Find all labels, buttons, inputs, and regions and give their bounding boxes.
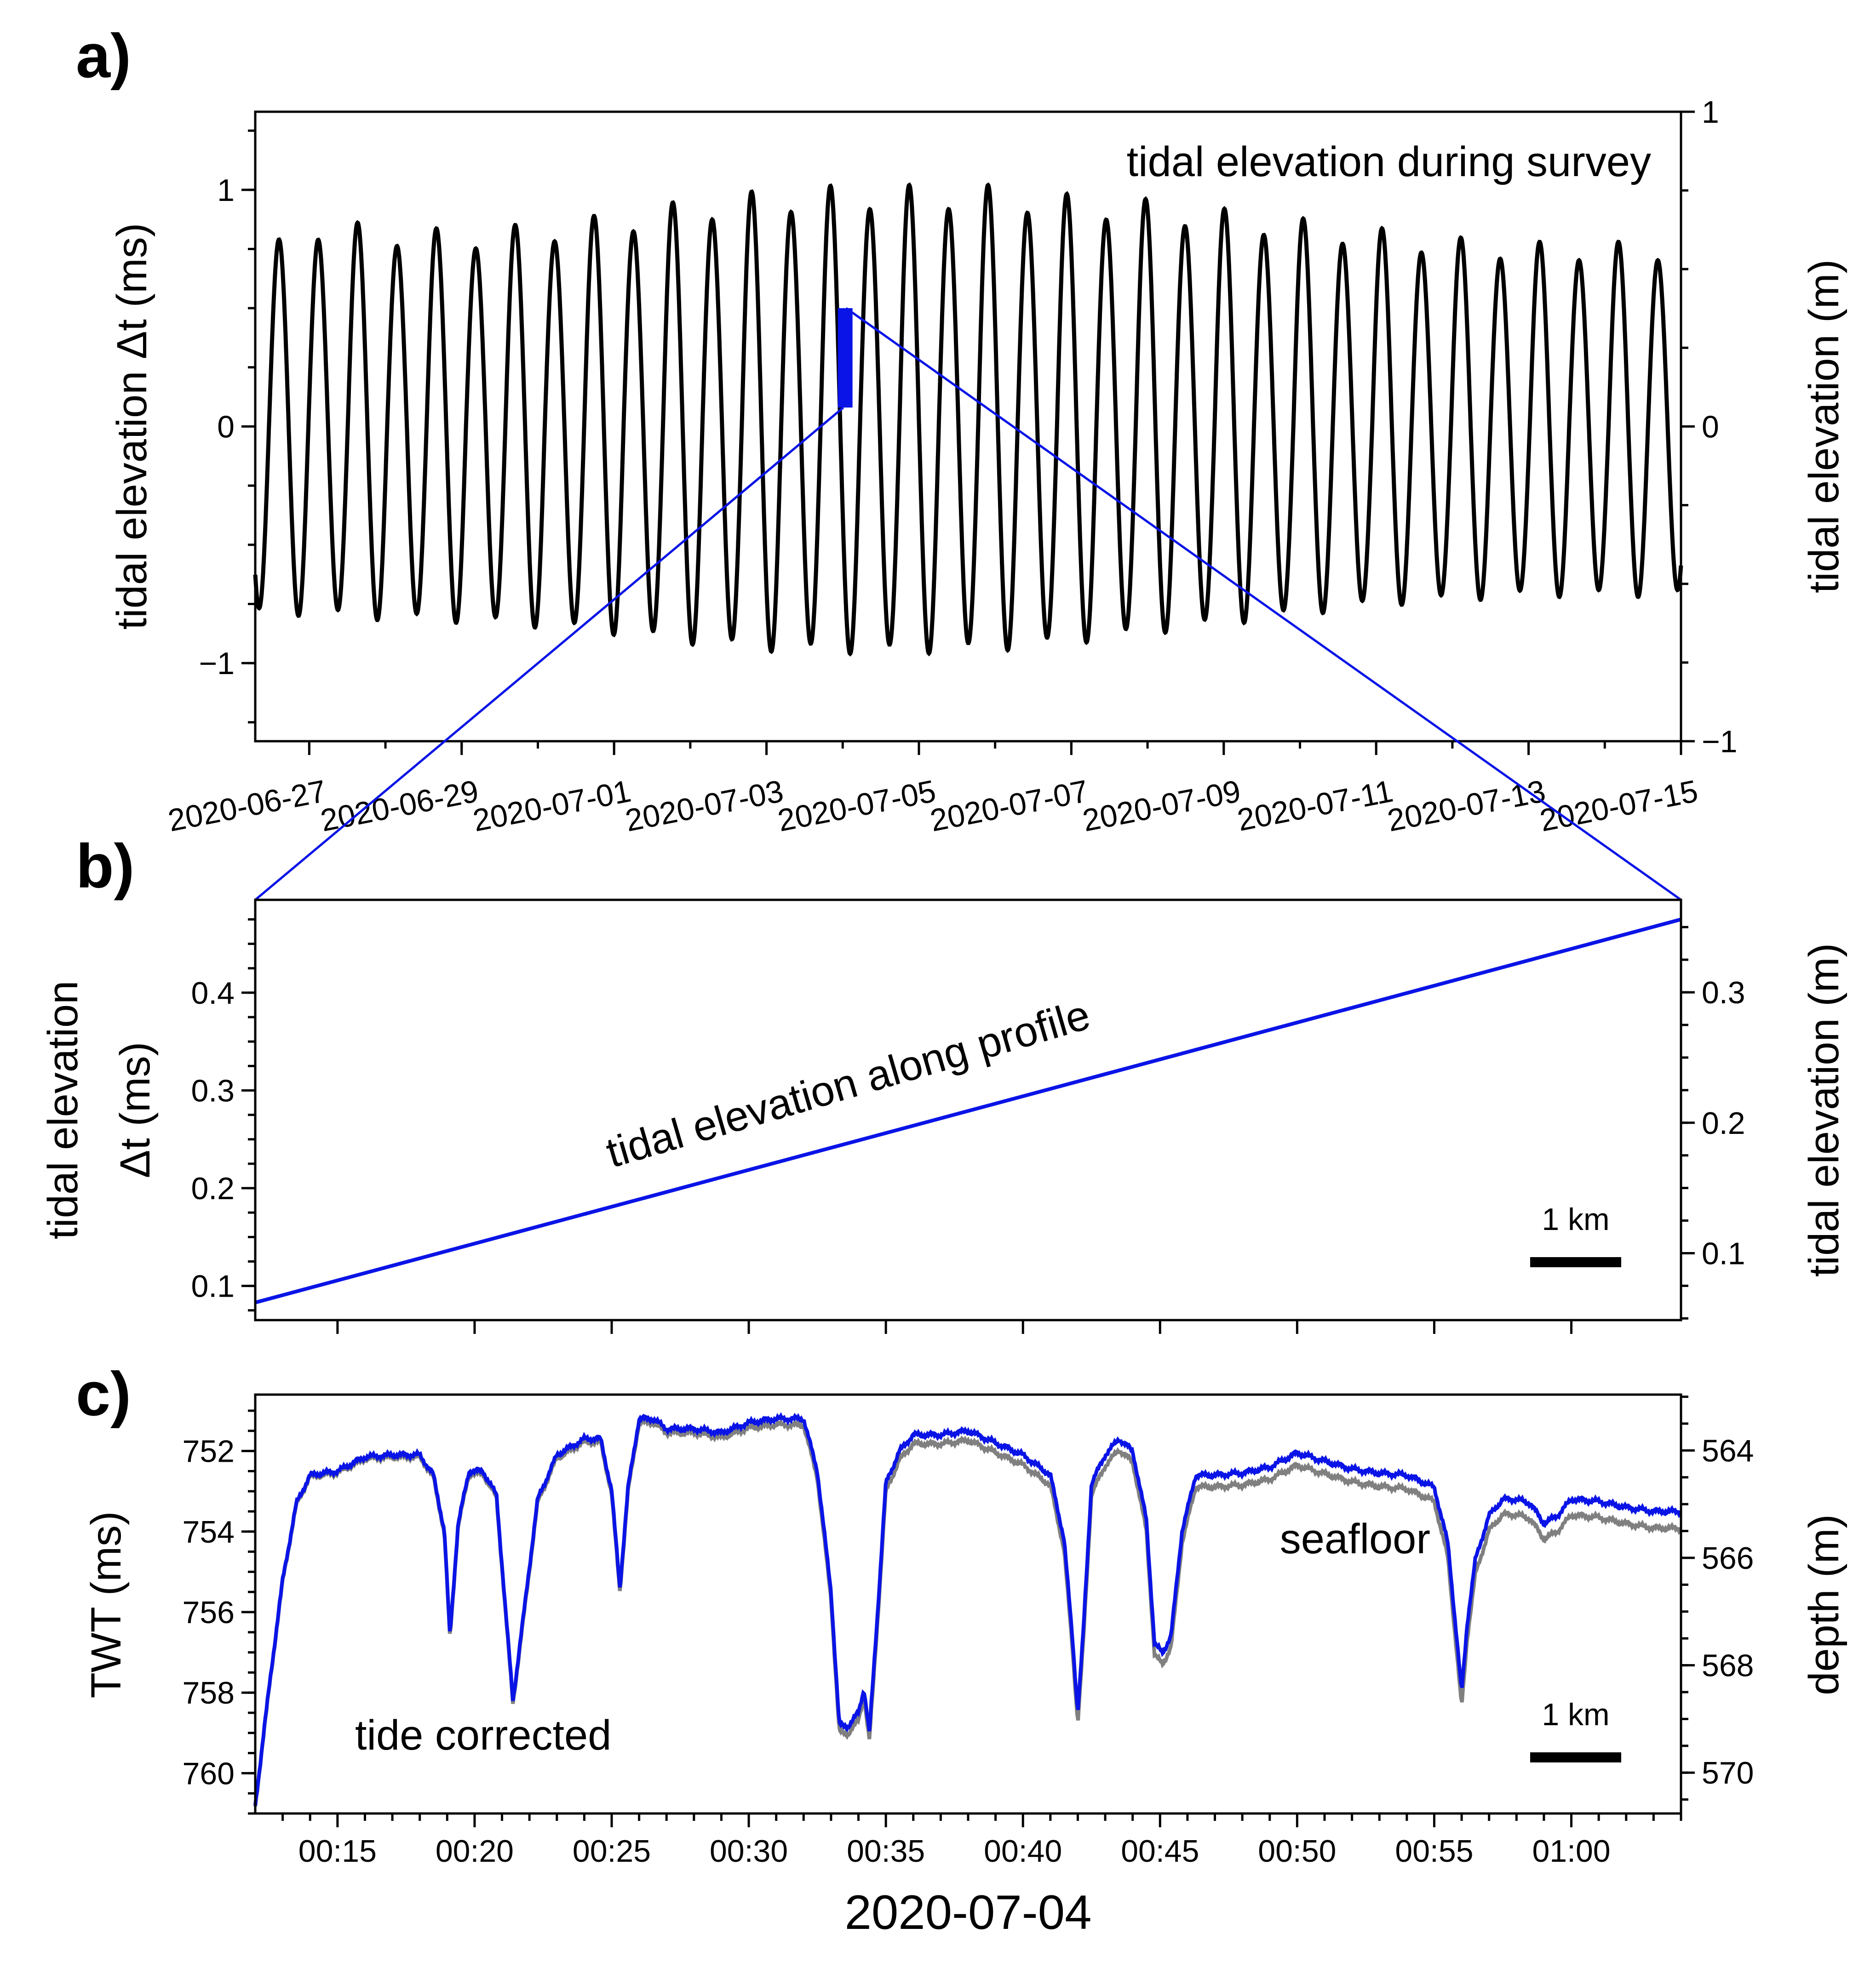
panel-c-scalebar-label: 1 km [1542,1697,1609,1732]
panel-c-xtick-label: 00:50 [1258,1834,1336,1869]
panel-b-ytick-right-label: 0.2 [1702,1106,1745,1141]
panel-c-ticks: 00:15 00:20 00:25 00:30 00:35 00:40 00:45 00:50… [183,1396,1754,1869]
panel-b-ytick-left-label: 0.4 [191,976,235,1011]
panel-b-profile-line [254,917,1682,1304]
panel-c-xtick-label: 00:15 [298,1834,377,1869]
panel-a-xtick-label: 2020-07-07 [927,773,1091,838]
panel-c-ylabel-right: depth (m) [1801,1514,1847,1695]
panel-a-xtick-label: 2020-07-09 [1080,773,1244,838]
panel-c-xtick-label: 00:25 [573,1834,651,1869]
panel-b-ylabel-right: tidal elevation (m) [1801,943,1847,1277]
panel-b-letter: b) [76,831,134,901]
panel-b-ytick-right-label: 0.3 [1702,975,1745,1010]
panel-a-xtick-label: 2020-07-15 [1537,773,1701,838]
panel-a-letter: a) [76,21,131,91]
panel-b-frame [254,898,1682,1321]
panel-a-ticks: 2020-06-272020-06-292020-07-012020-07-03… [165,95,1737,838]
panel-b-scalebar [1530,1257,1621,1267]
panel-c-xtick-label: 00:20 [436,1834,514,1869]
panel-a-xtick-label: 2020-06-27 [165,773,329,838]
panel-c-ytick-left-label: 754 [183,1515,235,1550]
panel-c-ytick-left-label: 758 [183,1676,235,1710]
panel-c-xtick-label: 00:40 [984,1834,1062,1869]
panel-c-xtick-label: 00:35 [847,1834,925,1869]
panel-a-annotation: tidal elevation during survey [1127,138,1651,185]
panel-a-ylabel-left: tidal elevation Δt (ms) [109,223,155,630]
zoom-line-right [845,307,1682,901]
panel-c-ylabel-left: TWT (ms) [83,1511,130,1698]
panel-a-ytick-left-label: −1 [199,646,235,681]
panel-a-xtick-label: 2020-07-05 [775,773,939,838]
panel-c-ytick-right-label: 564 [1702,1433,1754,1468]
panel-c-ytick-right-label: 566 [1702,1541,1754,1576]
panel-c-corrected-label: tide corrected [355,1712,611,1759]
panel-a-xtick-label: 2020-07-03 [622,773,786,838]
panel-a-ylabel-right: tidal elevation (m) [1801,259,1847,593]
panel-c-scalebar [1530,1752,1621,1762]
panel-c-xtick-label: 00:55 [1395,1834,1473,1869]
survey-highlight [838,308,853,408]
panel-c-ytick-left-label: 752 [183,1434,235,1469]
panel-c-xtick-label: 00:45 [1121,1834,1199,1869]
panel-c-xtick-label: 00:30 [710,1834,788,1869]
panel-a-ytick-right-label: −1 [1702,724,1738,759]
panel-c-frame [254,1393,1682,1815]
panel-c-xtick-label: 01:00 [1532,1834,1610,1869]
profile-tide-line [254,917,1682,1304]
panel-c-xlabel: 2020-07-04 [844,1886,1091,1939]
zoom-line-left [254,406,844,901]
panel-a-xtick-label: 2020-07-01 [470,773,634,838]
zoom-connector [254,307,1682,901]
panel-c-letter: c) [76,1359,131,1429]
panel-c-ytick-left-label: 756 [183,1595,235,1630]
panel-a-ytick-right-label: 0 [1702,410,1719,445]
panel-b-ylabel-left-line2: Δt (ms) [112,1042,159,1178]
panel-c-ytick-right-label: 568 [1702,1648,1754,1683]
panel-a-xtick-label: 2020-07-11 [1234,773,1396,838]
panel-a-xtick-label: 2020-07-13 [1385,773,1549,838]
panel-b-ytick-left-label: 0.2 [191,1171,235,1206]
tide-series-line [253,182,1683,657]
panel-a-xtick-label: 2020-06-29 [318,773,482,838]
panel-b-scalebar-label: 1 km [1542,1202,1609,1237]
panel-b-ytick-right-label: 0.1 [1702,1236,1745,1271]
panel-a-frame [254,110,1682,743]
panel-b-ylabel-left-line1: tidal elevation [40,981,86,1240]
panel-c-lines [253,1412,1682,1807]
panel-c-ytick-left-label: 760 [183,1756,235,1791]
panel-a-ytick-left-label: 0 [217,410,235,445]
panel-a-ytick-left-label: 1 [217,173,235,208]
panel-b-ytick-left-label: 0.1 [191,1269,235,1304]
tide-corrected-series-line [253,1412,1682,1806]
panel-a-tide-curve [253,182,1683,657]
panel-b-ticks: 0.1 0.2 0.3 0.4 0.1 0.2 0.3 [191,918,1745,1334]
panel-a-ytick-right-label: 1 [1702,95,1719,130]
panel-c-ytick-right-label: 570 [1702,1756,1754,1790]
panel-c-seafloor-label: seafloor [1280,1516,1430,1562]
panel-b-ytick-left-label: 0.3 [191,1073,235,1108]
panel-b-annotation: tidal elevation along profile [601,991,1095,1177]
